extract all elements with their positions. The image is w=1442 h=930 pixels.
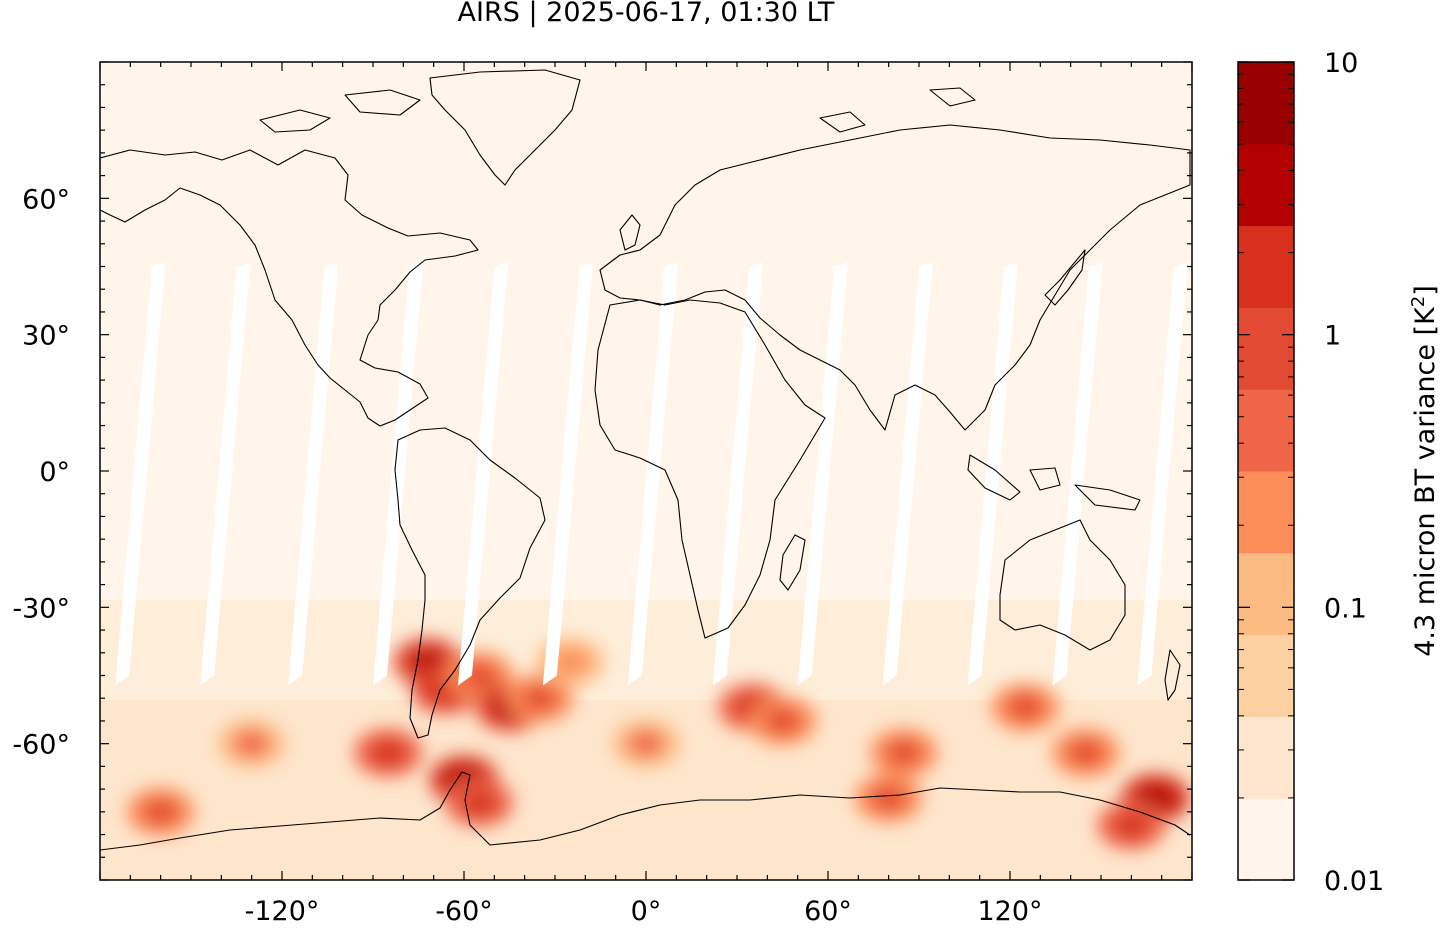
hotspot-core-4 (521, 685, 558, 712)
orbit-gap-0 (115, 262, 166, 686)
coastlines (100, 69, 1191, 851)
orbit-gap-6 (627, 262, 679, 686)
coast-eurasia (599, 124, 1191, 431)
lon-tick-label: 60° (804, 896, 852, 927)
colorbar-segment-9 (1238, 62, 1294, 145)
lon-tick-label: 120° (977, 896, 1042, 927)
lat-tick-label: -30° (12, 593, 70, 624)
lon-tick-label: -120° (245, 896, 320, 927)
variance-hotspots (126, 637, 1190, 850)
axis-labels: -120° -60° 0° 60° 120° 60° 30° 0° -30° -60° (12, 184, 1042, 927)
lat-tick-label: -60° (12, 730, 70, 761)
colorbar-segment-6 (1238, 307, 1294, 390)
coast-australia (999, 519, 1126, 651)
colorbar-tick-label: 0.01 (1324, 866, 1384, 897)
colorbar-frame (1237, 61, 1295, 881)
colorbar-segment-7 (1238, 225, 1294, 308)
colorbar-tick-label: 10 (1324, 48, 1358, 79)
colorbar-segment-8 (1238, 143, 1294, 227)
lon-tick-label: 0° (631, 896, 662, 927)
colorbar-label-main: 4.3 micron BT variance [K (1410, 306, 1441, 657)
plot-area (100, 62, 1192, 880)
map-title: AIRS | 2025-06-17, 01:30 LT (457, 0, 835, 28)
colorbar-label-close: ] (1410, 285, 1441, 296)
coast-south-america (394, 427, 546, 739)
lat-tick-label: 0° (39, 457, 70, 488)
hotspot-core-15 (1113, 812, 1150, 839)
colorbar-segment-5 (1238, 389, 1294, 472)
coast-antarctica (100, 771, 1191, 851)
coast-madagascar (779, 534, 806, 591)
coast-japan (1044, 249, 1086, 306)
hotspot-core-5 (552, 648, 589, 675)
orbit-gap-11 (1052, 262, 1103, 686)
lat-tick-label: 30° (22, 321, 70, 352)
orbit-gap-3 (373, 262, 424, 686)
colorbar: 10 1 0.1 0.01 (1237, 48, 1384, 897)
colorbar-label-superscript: 2 (1408, 296, 1429, 307)
orbit-gap-7 (712, 262, 764, 686)
lat-tick-label: 60° (22, 184, 70, 215)
colorbar-segment-1 (1238, 716, 1294, 799)
orbit-gaps (115, 262, 1188, 686)
colorbar-tick-label: 1 (1324, 321, 1341, 352)
lon-tick-label: -60° (435, 896, 493, 927)
orbit-gap-12 (1137, 262, 1188, 686)
orbit-gap-9 (882, 262, 933, 686)
colorbar-label: 4.3 micron BT variance [K2] (1408, 285, 1441, 657)
hotspot-core-10 (764, 707, 801, 734)
hotspot-core-16 (870, 785, 907, 812)
hotspot-core-11 (885, 739, 922, 766)
colorbar-segment-4 (1238, 471, 1294, 554)
orbit-gap-5 (542, 262, 594, 686)
hotspot-core-13 (1067, 739, 1104, 766)
hotspot-core-8 (461, 789, 498, 816)
coast-new-zealand (1164, 649, 1181, 701)
coast-greenland (429, 69, 581, 186)
orbit-gap-4 (457, 262, 509, 686)
hotspot-core-19 (628, 730, 664, 757)
hotspot-core-12 (1007, 694, 1044, 721)
axis-ticks (99, 61, 1193, 881)
orbit-gap-2 (288, 262, 339, 686)
coast-indonesia (967, 454, 1141, 511)
colorbar-segment-0 (1238, 798, 1294, 881)
orbit-gap-10 (967, 262, 1018, 686)
hotspot-core-6 (370, 739, 407, 766)
orbit-gap-1 (200, 262, 251, 686)
coast-africa (594, 299, 826, 639)
coast-arctic-islands (259, 87, 976, 133)
colorbar-tick-label: 0.1 (1324, 593, 1367, 624)
colorbar-segment-3 (1238, 552, 1294, 636)
colorbar-segment-2 (1238, 634, 1294, 717)
coast-british-isles (619, 214, 641, 251)
coast-north-america (100, 149, 479, 427)
hotspot-core-18 (233, 730, 270, 757)
hotspot-core-17 (142, 798, 179, 825)
